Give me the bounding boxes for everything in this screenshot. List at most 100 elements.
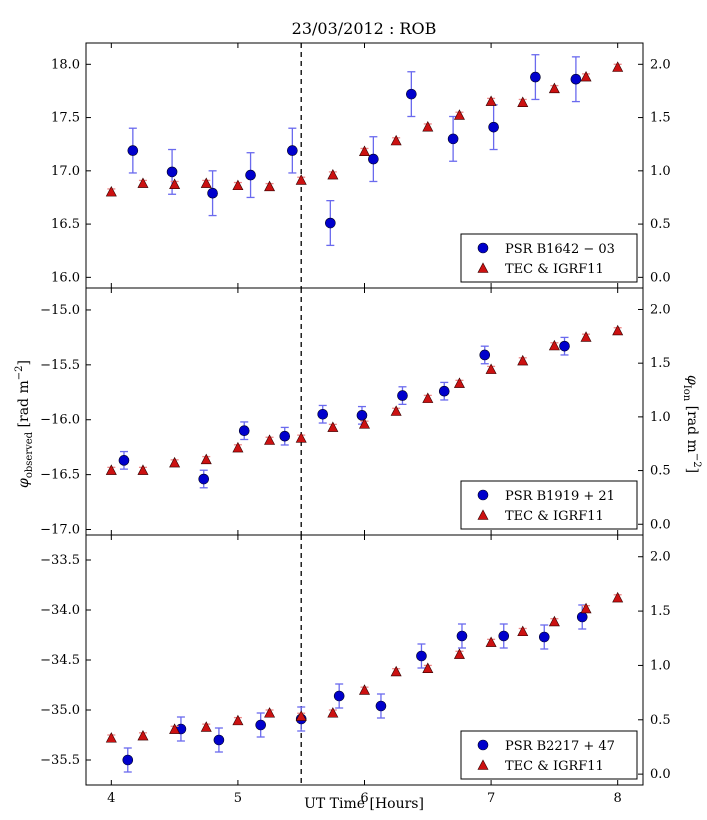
legend-marker-circle (477, 242, 489, 254)
data-point-circle (538, 631, 550, 643)
data-point-circle (325, 217, 336, 229)
series-tec (105, 61, 624, 197)
data-point-circle (198, 473, 210, 485)
data-point-circle (127, 145, 139, 156)
data-point-triangle (264, 434, 276, 445)
data-point-triangle (169, 456, 181, 468)
data-point-triangle (105, 464, 117, 475)
data-point-circle (570, 73, 582, 85)
series-tec (105, 591, 624, 743)
y-tick-label-left: 17.5 (51, 111, 80, 126)
y-tick-label-right: 1.5 (650, 111, 671, 126)
data-point-circle (530, 71, 541, 83)
x-tick-label: 6 (360, 791, 368, 806)
data-point-triangle (580, 602, 592, 614)
y-tick-label-left: −35.5 (40, 753, 80, 768)
legend-label: TEC & IGRF11 (505, 759, 604, 774)
data-point-triangle (485, 95, 497, 106)
data-point-triangle (517, 625, 529, 637)
data-point-triangle (295, 174, 307, 185)
data-point-circle (279, 430, 291, 442)
data-point-circle (447, 133, 459, 145)
data-point-circle (479, 349, 491, 361)
data-point-circle (317, 408, 329, 420)
data-point-triangle (612, 61, 624, 72)
data-point-circle (559, 340, 570, 352)
data-point-circle (456, 630, 468, 642)
data-point-triangle (137, 177, 149, 188)
data-point-circle (397, 390, 408, 401)
data-point-triangle (232, 179, 244, 191)
panel-2: −17.0 −16.5 −16.0 −15.5 −15.0 0.0 0.5 1.0 1.5 2.0… (40, 287, 671, 538)
legend-label: TEC & IGRF11 (505, 509, 604, 524)
series-pulsar (127, 54, 582, 247)
data-point-triangle (485, 636, 497, 647)
y-tick-label-left: −16.5 (40, 468, 80, 483)
data-point-triangle (264, 180, 276, 192)
y-tick-label-right: 0.5 (650, 464, 671, 479)
legend: PSR B1919 + 21 TEC & IGRF11 (460, 480, 638, 530)
y-tick-label-right: 2.0 (650, 302, 671, 317)
data-point-triangle (137, 464, 149, 475)
data-point-triangle (612, 324, 624, 336)
data-point-circle (287, 145, 298, 156)
legend-marker-circle (477, 489, 489, 501)
x-tick-label: 4 (107, 791, 115, 806)
y-tick-label-left: 17.0 (51, 164, 80, 179)
data-point-circle (356, 410, 368, 421)
legend-box (460, 730, 638, 780)
data-point-triangle (422, 392, 434, 403)
y-tick-label-left: −15.5 (40, 358, 80, 373)
y-tick-label-right: 0.0 (650, 270, 671, 285)
legend-label: PSR B1642 − 03 (505, 242, 615, 257)
data-point-circle (238, 425, 250, 437)
data-point-circle (438, 385, 450, 397)
y-tick-label-right: 0.5 (650, 713, 671, 728)
legend-marker-triangle (477, 759, 489, 770)
data-point-triangle (612, 591, 624, 603)
x-axis-title: UT Time [Hours] (304, 796, 424, 812)
y-tick-label-right: 1.0 (650, 658, 671, 673)
series-pulsar (118, 336, 570, 489)
data-point-circle (118, 455, 130, 466)
series-pulsar (122, 604, 588, 773)
data-point-circle (333, 690, 345, 702)
panel-3: −35.5 −35.0 −34.5 −34.0 −33.5 0.0 0.5 1.0 1.5 2.0… (40, 534, 671, 806)
y-axis-title-right: φIon [rad m−2] (681, 375, 702, 473)
data-point-circle (207, 187, 218, 199)
y-tick-label-left: −34.5 (40, 653, 80, 668)
data-point-triangle (548, 339, 560, 351)
data-point-triangle (327, 168, 339, 180)
legend-label: PSR B2217 + 47 (505, 739, 615, 754)
y-tick-label-right: 2.0 (650, 550, 671, 565)
legend: PSR B1642 − 03 TEC & IGRF11 (460, 233, 638, 283)
data-point-triangle (264, 707, 276, 718)
data-point-triangle (422, 662, 434, 673)
data-point-triangle (200, 177, 212, 188)
data-point-triangle (548, 82, 560, 94)
data-point-triangle (295, 432, 307, 443)
data-point-triangle (485, 363, 497, 374)
data-point-circle (416, 650, 427, 662)
data-point-triangle (453, 109, 465, 120)
data-point-triangle (390, 405, 402, 416)
y-tick-label-left: −16.0 (40, 413, 80, 428)
panel-1: 16.0 16.5 17.0 17.5 18.0 0.0 0.5 1.0 1.5 2.0 PSR B… (51, 42, 671, 289)
data-point-triangle (359, 145, 370, 156)
data-point-circle (498, 630, 510, 642)
y-tick-label-left: −34.0 (40, 603, 80, 618)
y-axis-title-left: φobserved [rad m−2] (14, 360, 35, 488)
data-point-triangle (359, 684, 370, 695)
data-point-triangle (295, 710, 307, 721)
y-tick-label-left: −15.0 (40, 303, 80, 318)
data-point-triangle (200, 721, 212, 732)
y-tick-label-right: 0.5 (650, 217, 671, 232)
data-point-circle (375, 700, 387, 712)
data-point-triangle (517, 96, 529, 107)
x-tick-label: 8 (614, 791, 622, 806)
data-point-triangle (517, 354, 529, 366)
legend-label: TEC & IGRF11 (505, 262, 604, 277)
data-point-triangle (200, 453, 212, 465)
y-tick-label-left: 18.0 (51, 57, 80, 72)
data-point-triangle (359, 418, 370, 429)
